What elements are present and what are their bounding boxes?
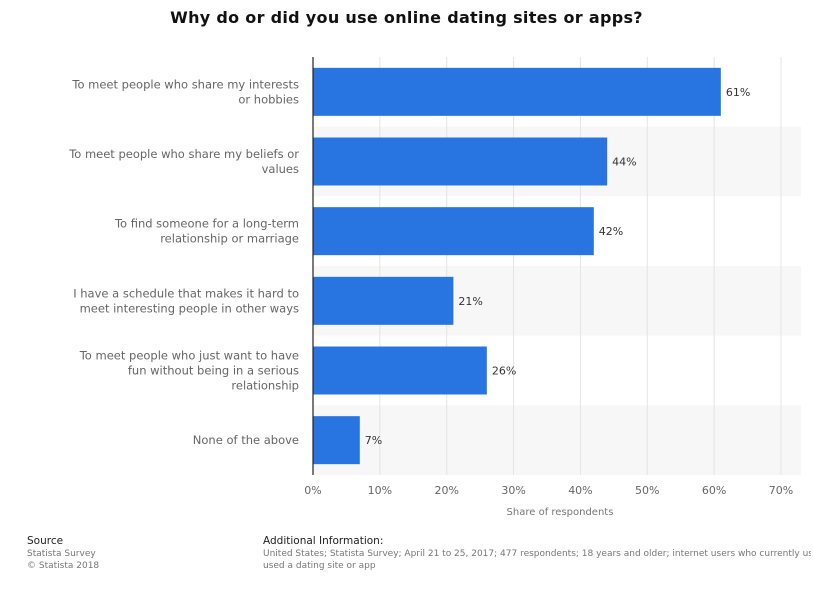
row-band xyxy=(313,405,801,475)
bar xyxy=(313,276,454,325)
additional-info-heading: Additional Information: xyxy=(263,535,384,547)
value-label: 61% xyxy=(726,86,750,99)
x-tick-label: 20% xyxy=(434,484,458,497)
category-label: fun without being in a serious xyxy=(128,364,299,378)
category-label: To meet people who share my interests xyxy=(71,77,299,91)
source-line: Statista Survey xyxy=(27,549,96,559)
bar-chart: 61% To meet people who share my interests… xyxy=(68,57,801,518)
value-label: 26% xyxy=(492,365,516,378)
category-label: To meet people who share my beliefs or xyxy=(68,147,299,161)
bar xyxy=(313,67,721,116)
category-label: relationship or marriage xyxy=(160,232,299,246)
category-label: meet interesting people in other ways xyxy=(80,301,299,315)
value-label: 44% xyxy=(612,156,636,169)
value-label: 7% xyxy=(365,434,382,447)
bar xyxy=(313,137,608,186)
category-label: To find someone for a long-term xyxy=(114,217,299,231)
x-tick-label: 60% xyxy=(702,484,726,497)
source-heading: Source xyxy=(27,535,64,547)
x-tick-label: 0% xyxy=(304,484,321,497)
value-label: 21% xyxy=(458,295,482,308)
additional-info-line: United States; Statista Survey; April 21… xyxy=(263,549,811,559)
chart-title: Why do or did you use online dating site… xyxy=(170,8,643,27)
additional-info-line: used a dating site or app xyxy=(263,561,376,571)
x-tick-label: 40% xyxy=(568,484,592,497)
source-block: Source Statista Survey © Statista 2018 xyxy=(27,535,99,572)
bar xyxy=(313,416,360,465)
x-tick-label: 30% xyxy=(501,484,525,497)
category-label: To meet people who just want to have xyxy=(79,349,299,363)
x-axis-label: Share of respondents xyxy=(507,507,614,518)
x-tick-label: 70% xyxy=(769,484,793,497)
category-label: I have a schedule that makes it hard to xyxy=(73,286,299,300)
value-label: 42% xyxy=(599,225,623,238)
category-label: or hobbies xyxy=(238,92,299,106)
bar xyxy=(313,346,487,395)
category-label: values xyxy=(262,162,299,176)
additional-info-block: Additional Information: United States; S… xyxy=(263,535,811,572)
category-label: None of the above xyxy=(193,433,299,447)
source-line: © Statista 2018 xyxy=(27,561,100,571)
category-label: relationship xyxy=(231,379,299,393)
bar xyxy=(313,207,594,256)
x-tick-label: 10% xyxy=(368,484,392,497)
x-tick-label: 50% xyxy=(635,484,659,497)
